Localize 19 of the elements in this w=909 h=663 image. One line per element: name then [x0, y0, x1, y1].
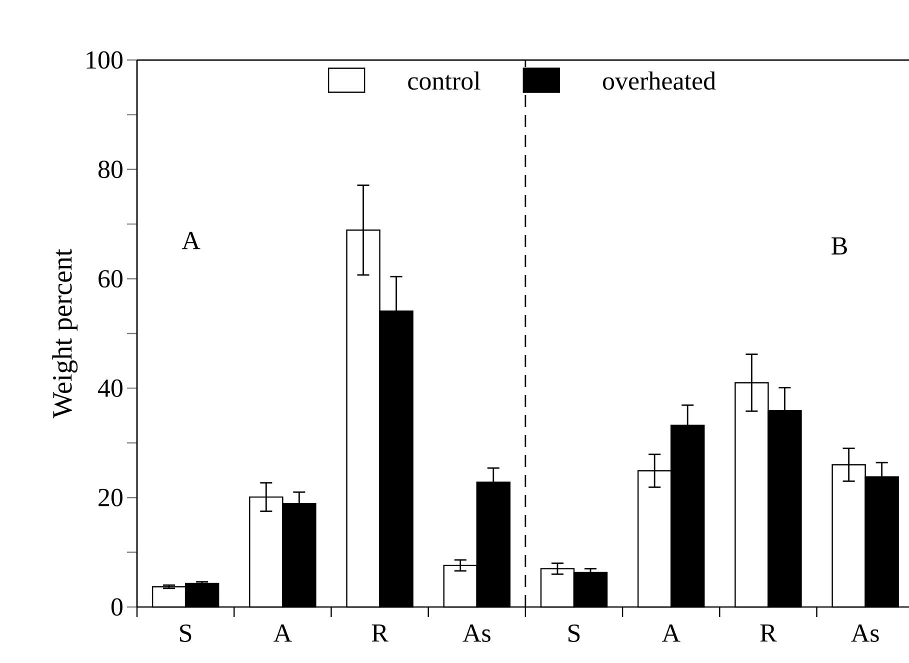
y-axis-title: Weight percent	[52, 248, 78, 418]
x-tick-label: S	[568, 624, 580, 642]
y-tick-label: 0	[111, 598, 122, 616]
y-tick-label: 100	[86, 51, 122, 69]
x-tick-label: A	[662, 624, 680, 642]
annotation: B	[832, 237, 847, 255]
y-tick-label: 80	[98, 160, 122, 178]
y-tick-label: 60	[98, 270, 122, 288]
x-tick-label: A	[274, 624, 292, 642]
annotation: A	[182, 232, 200, 250]
y-tick-label: 20	[98, 488, 122, 506]
x-tick-label: As	[462, 624, 490, 642]
legend-label: overheated	[602, 71, 716, 90]
x-tick-label: S	[180, 624, 192, 642]
x-tick-label: As	[851, 624, 879, 642]
y-tick-label: 40	[98, 379, 122, 397]
x-tick-label: R	[372, 624, 388, 642]
legend-label: control	[408, 71, 480, 90]
x-tick-label: R	[760, 624, 777, 642]
